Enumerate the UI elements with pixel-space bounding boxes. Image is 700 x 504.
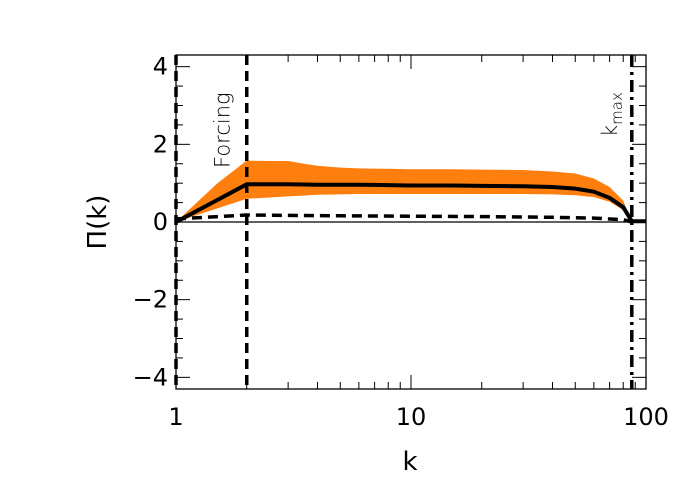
series-line-1 <box>175 182 646 224</box>
uncertainty-band <box>176 160 632 222</box>
series-line-2 <box>175 213 633 224</box>
annotations-layer: Forcing kmax <box>211 92 626 168</box>
x-tick-label: 10 <box>396 403 427 431</box>
y-tick-label: 4 <box>153 53 168 81</box>
y-tick-label: 0 <box>153 208 168 236</box>
y-tick-label: −2 <box>133 286 168 314</box>
ticks-layer <box>175 55 647 389</box>
y-tick-label: 2 <box>153 130 168 158</box>
x-axis-title: k <box>402 447 417 477</box>
y-tick-label: −4 <box>133 363 168 391</box>
kmax-label-subscript: max <box>608 92 626 125</box>
forcing-label: Forcing <box>211 92 235 168</box>
tick-labels-layer: 1 10 100 −4 −2 0 2 4 <box>133 53 669 431</box>
series-layer <box>175 182 646 224</box>
band-layer <box>176 160 632 222</box>
x-tick-label: 1 <box>168 403 183 431</box>
x-tick-label: 100 <box>623 403 669 431</box>
kmax-label: kmax <box>598 92 626 137</box>
y-axis-title: Π(k) <box>83 195 113 250</box>
